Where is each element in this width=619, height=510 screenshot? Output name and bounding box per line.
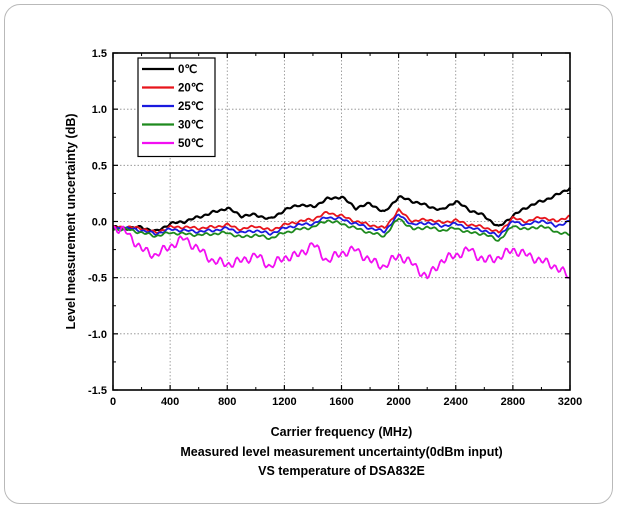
caption-line-2: VS temperature of DSA832E [258,464,425,478]
series-line-3 [112,217,571,242]
caption-line-1: Measured level measurement uncertainty(0… [180,445,502,459]
series-lines [112,187,571,280]
x-tick-label: 2800 [501,396,525,408]
y-tick-label: 1.0 [92,104,107,116]
y-tick-label: 0.0 [92,217,107,229]
x-tick-label: 400 [161,396,179,408]
y-axis-label: Level measurement uncertainty (dB) [64,113,78,329]
y-tick-label: -1.0 [88,329,107,341]
y-tick-label: -0.5 [88,273,107,285]
legend-label: 30℃ [178,119,204,132]
axis-ticks: 0 400 800 1200 1600 2000 2400 2800 3200 1.5 1.0 0.5… [88,48,582,408]
series-line-1 [112,207,571,234]
y-tick-label: 0.5 [92,160,107,172]
x-tick-label: 0 [110,396,116,408]
x-tick-label: 1600 [329,396,353,408]
series-line-4 [112,225,571,280]
x-tick-label: 800 [218,396,236,408]
legend-label: 25℃ [178,100,204,113]
legend-box [137,57,216,158]
x-axis-label: Carrier frequency (MHz) [271,425,413,439]
series-line-2 [112,213,571,238]
x-tick-label: 2000 [386,396,410,408]
x-tick-label: 2400 [444,396,468,408]
x-tick-label: 3200 [558,396,582,408]
y-tick-label: 1.5 [92,48,107,60]
legend-label: 50℃ [178,137,204,150]
legend-label: 20℃ [178,82,204,95]
x-tick-label: 1200 [272,396,296,408]
legend: 0℃ 20℃ 25℃ 30℃ 50℃ [137,57,216,158]
legend-label: 0℃ [178,63,197,76]
series-line-0 [112,187,571,233]
y-tick-label: -1.5 [88,385,107,397]
